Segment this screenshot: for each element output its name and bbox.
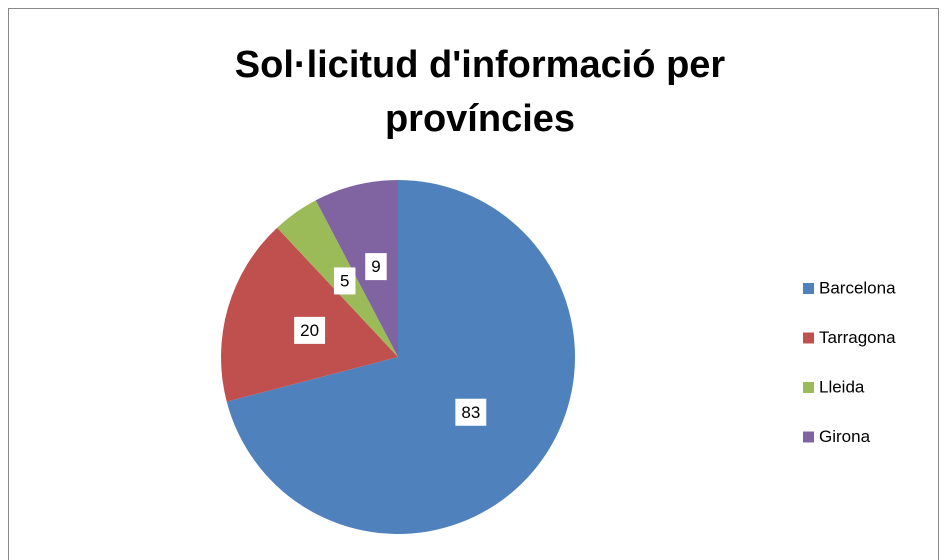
legend-swatch bbox=[803, 332, 814, 344]
legend-swatch bbox=[803, 382, 814, 393]
data-label-box bbox=[294, 316, 326, 344]
data-label: 5 bbox=[340, 271, 349, 290]
chart-title: Sol·licitud d'informació per províncies bbox=[234, 44, 726, 140]
legend-label: Barcelona bbox=[819, 278, 896, 297]
pie-slice bbox=[315, 180, 398, 357]
legend-label: Girona bbox=[819, 427, 871, 446]
data-label: 20 bbox=[300, 321, 319, 340]
data-label-box bbox=[365, 253, 387, 281]
pie-slice bbox=[221, 227, 398, 402]
data-label: 83 bbox=[461, 403, 480, 422]
legend-swatch bbox=[803, 431, 814, 443]
legend-label: Lleida bbox=[819, 377, 865, 396]
legend-label: Tarragona bbox=[819, 328, 896, 347]
data-label: 9 bbox=[371, 257, 380, 276]
pie-slice bbox=[226, 180, 575, 534]
data-label-box bbox=[333, 267, 356, 295]
legend-swatch bbox=[803, 283, 814, 294]
data-label-box bbox=[455, 398, 487, 426]
